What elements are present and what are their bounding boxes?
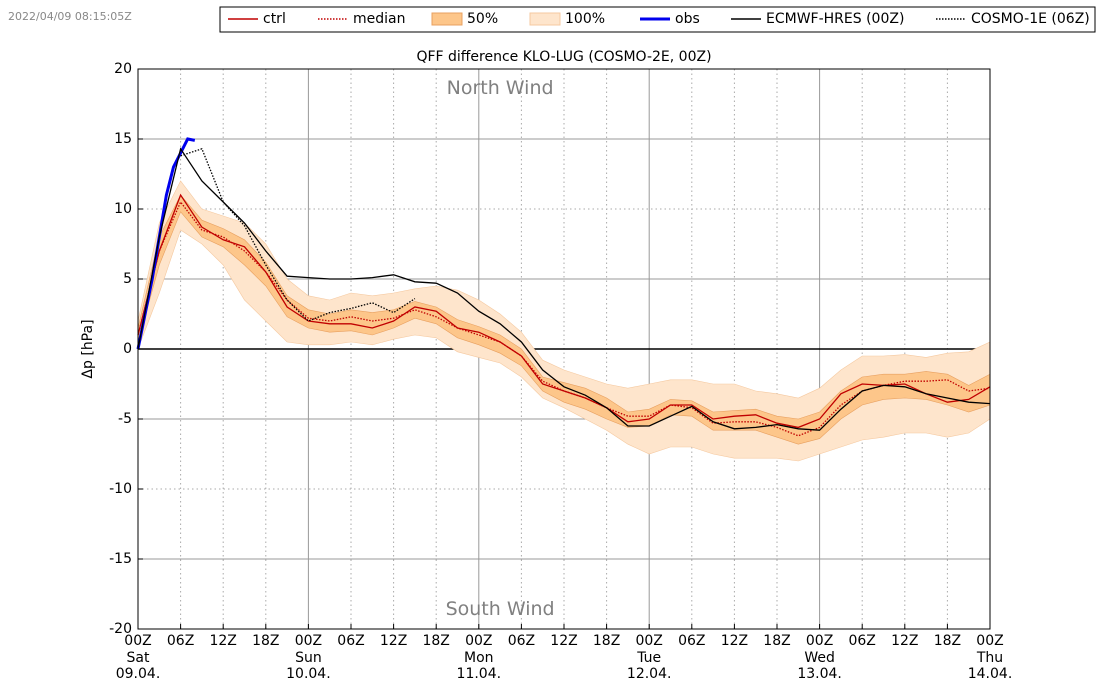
x-tick-label: 18Z xyxy=(934,633,961,649)
x-tick-label: 18Z xyxy=(593,633,620,649)
annotation: North Wind xyxy=(447,77,554,99)
y-tick-label: 5 xyxy=(123,271,132,287)
x-tick-label: 12Z xyxy=(380,633,407,649)
x-day-label: Sat xyxy=(127,650,150,666)
y-tick-label: 15 xyxy=(114,131,132,147)
x-tick-label: 12Z xyxy=(721,633,748,649)
plot-area xyxy=(136,68,991,630)
x-day-label: Thu xyxy=(976,650,1003,666)
x-tick-label: 00Z xyxy=(295,633,322,649)
x-date-label: 14.04. xyxy=(968,666,1013,682)
legend-label: ctrl xyxy=(263,11,286,27)
y-tick-label: -5 xyxy=(118,411,132,427)
y-tick-label: 0 xyxy=(123,341,132,357)
legend-label: COSMO-1E (06Z) xyxy=(971,11,1090,27)
legend-label: ECMWF-HRES (00Z) xyxy=(766,11,904,27)
legend-label: median xyxy=(353,11,405,27)
x-tick-label: 18Z xyxy=(763,633,790,649)
x-day-label: Mon xyxy=(464,650,494,666)
x-tick-label: 06Z xyxy=(167,633,194,649)
legend-label: obs xyxy=(675,11,700,27)
x-date-label: 09.04. xyxy=(116,666,161,682)
legend-label: 50% xyxy=(467,11,498,27)
x-tick-label: 00Z xyxy=(465,633,492,649)
x-tick-label: 06Z xyxy=(678,633,705,649)
x-day-label: Wed xyxy=(804,650,835,666)
x-date-label: 13.04. xyxy=(797,666,842,682)
x-tick-label: 12Z xyxy=(209,633,236,649)
x-tick-label: 18Z xyxy=(422,633,449,649)
annotation: South Wind xyxy=(446,598,555,620)
x-tick-label: 00Z xyxy=(806,633,833,649)
series-line xyxy=(137,200,991,437)
x-tick-label: 00Z xyxy=(124,633,151,649)
x-day-label: Sun xyxy=(295,650,322,666)
y-tick-label: -20 xyxy=(109,621,132,637)
x-date-label: 11.04. xyxy=(457,666,502,682)
x-tick-label: 06Z xyxy=(508,633,535,649)
legend-swatch xyxy=(529,12,561,26)
y-tick-label: 10 xyxy=(114,201,132,217)
x-tick-label: 06Z xyxy=(848,633,875,649)
x-tick-label: 12Z xyxy=(891,633,918,649)
x-date-label: 10.04. xyxy=(286,666,331,682)
series-line xyxy=(180,147,416,322)
y-tick-label: -15 xyxy=(109,551,132,567)
y-axis-label: Δp [hPa] xyxy=(80,319,96,378)
x-tick-label: 00Z xyxy=(635,633,662,649)
x-tick-label: 00Z xyxy=(976,633,1003,649)
y-tick-label: 20 xyxy=(114,61,132,77)
x-tick-label: 12Z xyxy=(550,633,577,649)
x-day-label: Tue xyxy=(636,650,661,666)
plot-frame xyxy=(137,68,991,630)
chart-title: QFF difference KLO-LUG (COSMO-2E, 00Z) xyxy=(416,49,711,65)
legend-swatch xyxy=(431,12,463,26)
timestamp: 2022/04/09 08:15:05Z xyxy=(8,10,132,23)
x-tick-label: 06Z xyxy=(337,633,364,649)
y-tick-label: -10 xyxy=(109,481,132,497)
x-tick-label: 18Z xyxy=(252,633,279,649)
series-line xyxy=(137,193,991,429)
legend-label: 100% xyxy=(565,11,605,27)
series-line xyxy=(137,147,991,431)
x-date-label: 12.04. xyxy=(627,666,672,682)
